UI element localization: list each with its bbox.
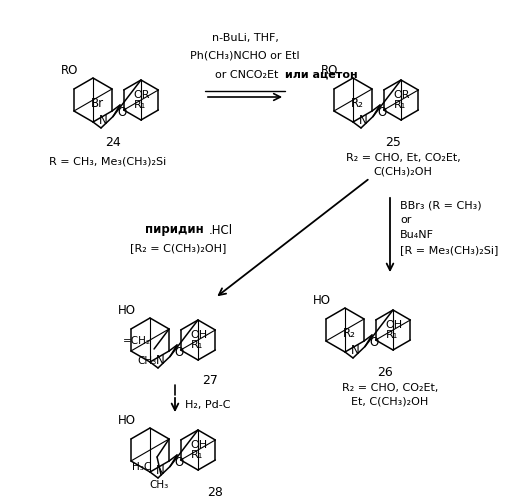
Text: N: N <box>99 114 108 126</box>
Text: или ацетон: или ацетон <box>285 70 358 80</box>
Text: R₂: R₂ <box>351 97 364 110</box>
Text: RO: RO <box>321 64 339 77</box>
Text: RO: RO <box>61 64 79 77</box>
Text: OR: OR <box>394 90 410 100</box>
Text: N: N <box>350 344 359 356</box>
Text: HO: HO <box>313 294 331 307</box>
Text: OH: OH <box>386 320 403 330</box>
Text: or: or <box>400 215 412 225</box>
Text: O: O <box>377 106 387 120</box>
Text: or CNCO₂Et: or CNCO₂Et <box>215 70 278 80</box>
Text: HO: HO <box>118 304 136 317</box>
Text: BBr₃ (R = CH₃): BBr₃ (R = CH₃) <box>400 200 482 210</box>
Text: 25: 25 <box>385 136 401 148</box>
Text: HO: HO <box>118 414 136 427</box>
Text: N: N <box>359 114 367 126</box>
Text: OH: OH <box>191 330 208 340</box>
Text: OR: OR <box>134 90 150 100</box>
Text: CH₃: CH₃ <box>150 480 169 490</box>
Text: Br: Br <box>91 97 104 110</box>
Text: 24: 24 <box>105 136 121 148</box>
Text: R₁: R₁ <box>191 450 203 460</box>
Text: Bu₄NF: Bu₄NF <box>400 230 434 240</box>
Text: R₁: R₁ <box>191 340 203 350</box>
Text: H₂, Pd-C: H₂, Pd-C <box>185 400 230 410</box>
Text: O: O <box>174 456 184 469</box>
Text: Et, C(CH₃)₂OH: Et, C(CH₃)₂OH <box>352 397 428 407</box>
Text: [R = Me₃(CH₃)₂Si]: [R = Me₃(CH₃)₂Si] <box>400 245 499 255</box>
Text: O: O <box>369 336 379 349</box>
Text: R₁: R₁ <box>386 330 398 340</box>
Text: n-BuLi, THF,: n-BuLi, THF, <box>211 33 278 43</box>
Text: H₃C: H₃C <box>132 462 151 472</box>
Text: R = CH₃, Me₃(CH₃)₂Si: R = CH₃, Me₃(CH₃)₂Si <box>50 157 167 167</box>
Text: пиридин: пиридин <box>145 224 204 236</box>
Text: 26: 26 <box>377 366 393 378</box>
Text: .HCl: .HCl <box>209 224 233 236</box>
Text: =CH₂: =CH₂ <box>123 336 151 346</box>
Text: R₁: R₁ <box>134 100 146 110</box>
Text: R₂ = CHO, Et, CO₂Et,: R₂ = CHO, Et, CO₂Et, <box>346 153 461 163</box>
Text: CH₃: CH₃ <box>138 356 157 366</box>
Text: R₂: R₂ <box>343 327 356 340</box>
Text: N: N <box>155 464 164 476</box>
Text: C(CH₃)₂OH: C(CH₃)₂OH <box>374 167 433 177</box>
Text: [R₂ = C(CH₃)₂OH]: [R₂ = C(CH₃)₂OH] <box>130 243 226 253</box>
Text: 28: 28 <box>207 486 223 498</box>
Text: N: N <box>155 354 164 366</box>
Text: OH: OH <box>191 440 208 450</box>
Text: O: O <box>118 106 126 120</box>
Text: R₂ = CHO, CO₂Et,: R₂ = CHO, CO₂Et, <box>342 383 438 393</box>
Text: Ph(CH₃)NCHO or EtI: Ph(CH₃)NCHO or EtI <box>190 50 300 60</box>
Text: R₁: R₁ <box>394 100 406 110</box>
Text: O: O <box>174 346 184 360</box>
Text: 27: 27 <box>202 374 218 386</box>
